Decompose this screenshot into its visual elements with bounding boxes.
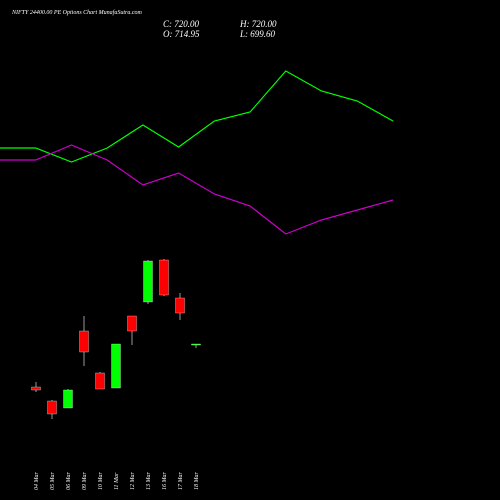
x-tick-label: 10 Mar [98, 472, 104, 490]
candle-body [159, 259, 169, 296]
chart-title: NIFTY 24400.00 PE Options Chart MunafaSu… [11, 9, 143, 16]
open-label: O: 714.95 [163, 29, 200, 39]
candle-body [95, 372, 105, 390]
x-tick-label: 11 Mar [114, 472, 120, 490]
candle-body [143, 260, 153, 303]
line-series [0, 144, 394, 235]
x-tick-label: 06 Mar [66, 472, 72, 490]
low-label: L: 699.60 [239, 29, 276, 39]
x-tick-label: 13 Mar [146, 472, 152, 490]
close-label: C: 720.00 [163, 19, 200, 29]
x-tick-label: 16 Mar [162, 472, 168, 490]
candle-body [111, 343, 121, 389]
line-series [0, 70, 394, 163]
candle-body [47, 400, 57, 415]
x-tick-label: 17 Mar [178, 472, 184, 490]
candle-body [127, 315, 137, 332]
candle-body [191, 343, 201, 346]
candle-body [79, 330, 89, 353]
x-tick-label: 09 Mar [82, 472, 88, 490]
x-tick-label: 04 Mar [33, 472, 40, 490]
x-tick-label: 18 Mar [194, 472, 200, 490]
candle-body [63, 389, 73, 409]
candle-body [175, 297, 185, 314]
candle-body [31, 386, 41, 391]
x-tick-label: 05 Mar [50, 472, 56, 490]
high-label: H: 720.00 [239, 19, 277, 29]
x-tick-label: 12 Mar [130, 472, 136, 490]
